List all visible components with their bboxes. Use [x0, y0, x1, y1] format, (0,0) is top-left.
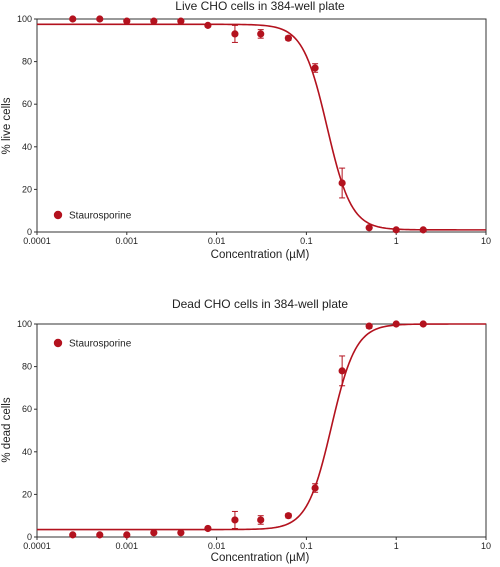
data-point	[177, 529, 185, 537]
y-tick-label: 40	[22, 142, 32, 152]
data-point	[284, 512, 292, 520]
plot-frame	[36, 323, 487, 538]
data-point	[338, 367, 346, 375]
data-point	[365, 224, 373, 232]
y-tick-label: 20	[22, 184, 32, 194]
data-point	[123, 531, 131, 539]
legend-label: Staurosporine	[69, 211, 132, 222]
data-point	[231, 516, 239, 524]
x-tick-label: 0.1	[300, 541, 313, 551]
data-point	[150, 529, 158, 537]
x-tick-label: 0.01	[208, 236, 226, 246]
data-point	[96, 531, 104, 539]
data-point	[419, 320, 427, 328]
legend-marker	[53, 338, 63, 348]
x-tick-label: 10	[481, 541, 491, 551]
data-point	[69, 15, 77, 23]
data-point	[150, 17, 158, 25]
data-point	[231, 30, 239, 38]
x-axis-label: Concentration (µM)	[211, 552, 310, 564]
x-tick-label: 1	[394, 541, 399, 551]
y-tick-label: 60	[22, 404, 32, 414]
x-tick-label: 0.0001	[23, 541, 51, 551]
y-tick-label: 0	[27, 532, 32, 542]
y-tick-label: 20	[22, 489, 32, 499]
data-point	[392, 226, 400, 234]
chart-live-cells: Live CHO cells in 384-well plate Concent…	[1, 0, 491, 261]
y-tick-label: 60	[22, 99, 32, 109]
data-point	[419, 226, 427, 234]
chart-title: Live CHO cells in 384-well plate	[175, 0, 345, 13]
data-point	[311, 64, 319, 72]
x-tick-label: 0.001	[116, 236, 139, 246]
y-tick-label: 40	[22, 447, 32, 457]
y-tick-label: 100	[17, 319, 32, 329]
data-point	[123, 17, 131, 25]
chart-title: Dead CHO cells in 384-well plate	[172, 297, 348, 311]
data-point	[284, 34, 292, 42]
data-point	[177, 17, 185, 25]
data-point	[96, 15, 104, 23]
data-point	[257, 30, 265, 38]
data-point	[311, 484, 319, 492]
x-tick-label: 0.1	[300, 236, 313, 246]
y-tick-label: 100	[17, 14, 32, 24]
data-point	[392, 320, 400, 328]
x-axis-label: Concentration (µM)	[211, 249, 310, 261]
x-tick-label: 1	[394, 236, 399, 246]
data-point	[338, 179, 346, 187]
x-tick-label: 0.01	[208, 541, 226, 551]
data-point	[69, 531, 77, 539]
x-tick-label: 0.0001	[23, 236, 51, 246]
data-point	[257, 516, 265, 524]
fit-curve	[37, 23, 486, 231]
y-axis-label: % live cells	[1, 97, 13, 154]
legend-marker	[53, 210, 63, 220]
fit-curve	[37, 323, 486, 531]
plot-frame	[36, 18, 487, 233]
data-point	[204, 21, 212, 29]
data-point	[365, 322, 373, 330]
y-tick-label: 0	[27, 227, 32, 237]
y-axis-label: % dead cells	[1, 397, 13, 462]
data-point	[204, 524, 212, 533]
chart-dead-cells: Dead CHO cells in 384-well plate Concent…	[1, 297, 491, 564]
x-tick-label: 10	[481, 236, 491, 246]
legend-label: Staurosporine	[69, 339, 132, 350]
y-tick-label: 80	[22, 57, 32, 67]
x-tick-label: 0.001	[116, 541, 139, 551]
y-tick-label: 80	[22, 362, 32, 372]
